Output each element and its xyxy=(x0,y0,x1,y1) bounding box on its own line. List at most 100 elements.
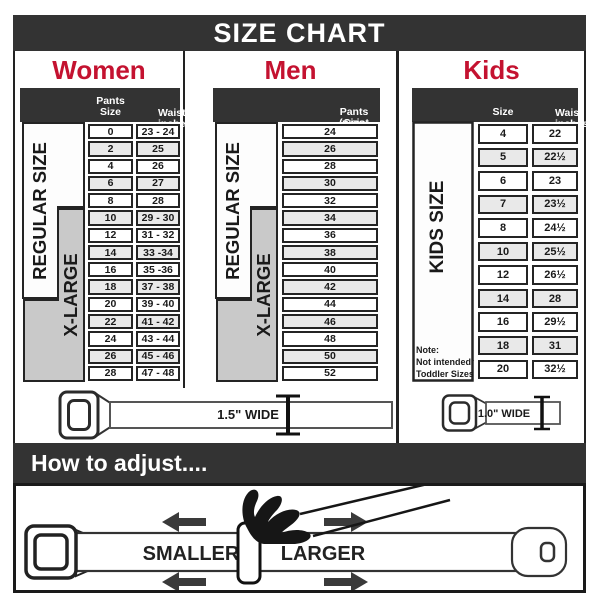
waist-cell: 33 -34 xyxy=(136,244,180,261)
section-heading-kids: Kids xyxy=(463,55,520,85)
size-cell: 14 xyxy=(478,288,528,309)
size-cell: 36 xyxy=(282,227,378,243)
table-row: 16 29½ xyxy=(478,312,578,332)
size-cell: 8 xyxy=(478,218,528,238)
table-row: 50 xyxy=(282,348,378,364)
adjustment-diagram-box: SMALLER LARGER xyxy=(13,483,586,593)
men-xlarge-label: X-LARGE xyxy=(253,253,274,336)
waist-cell: 23½ xyxy=(532,194,578,215)
size-cell: 34 xyxy=(282,210,378,226)
kids-table-header: Size Waist inches xyxy=(412,88,588,130)
size-cell: 32 xyxy=(282,193,378,209)
men-col-label: Pants Size (waist inches) xyxy=(336,106,373,140)
hand-icon xyxy=(242,489,311,544)
waist-cell: 23 - 24 xyxy=(136,124,180,140)
size-cell: 0 xyxy=(88,124,133,140)
waist-cell: 24½ xyxy=(532,218,578,238)
waist-cell: 22½ xyxy=(532,147,578,168)
size-cell: 6 xyxy=(88,175,133,192)
size-cell: 16 xyxy=(478,312,528,332)
waist-cell: 28 xyxy=(532,288,578,309)
width-measure-mark xyxy=(276,394,300,436)
arrow-left-icon xyxy=(162,512,206,532)
size-cell: 26 xyxy=(282,141,378,157)
waist-cell: 29 - 30 xyxy=(136,210,180,226)
divider-men-kids xyxy=(396,51,399,443)
waist-cell: 28 xyxy=(136,193,180,209)
men-rows: 24 26 28 30 32 34 36 38 40 42 44 46 48 50 52 xyxy=(282,124,378,383)
width-measure-mark xyxy=(534,395,550,431)
size-cell: 38 xyxy=(282,244,378,261)
table-row: 28 xyxy=(282,158,378,174)
table-row: 26 45 - 46 xyxy=(88,348,180,364)
kids-note-line3: Toddler Sizes (T) xyxy=(416,369,474,379)
waist-cell: 32½ xyxy=(532,359,578,379)
waist-cell: 22 xyxy=(532,124,578,144)
size-cell: 20 xyxy=(88,296,133,312)
women-regular-size-label: REGULAR SIZE xyxy=(29,142,50,280)
waist-cell: 27 xyxy=(136,175,180,192)
table-row: 16 35 -36 xyxy=(88,262,180,278)
table-row: 32 xyxy=(282,193,378,209)
kids-col-waist-label: Waist inches xyxy=(555,107,588,130)
strap xyxy=(109,401,393,429)
waist-cell: 39 - 40 xyxy=(136,296,180,312)
women-col-size-label: Pants Size xyxy=(96,95,125,118)
size-cell: 22 xyxy=(88,313,133,330)
size-cell: 16 xyxy=(88,262,133,278)
kids-note-line1: Note: xyxy=(416,345,439,355)
seatbelt-buckle-icon xyxy=(24,524,78,580)
size-cell: 24 xyxy=(88,331,133,347)
table-row: 30 xyxy=(282,175,378,192)
women-col-waist-label: Waist inches xyxy=(158,107,191,130)
men-xlarge-box xyxy=(216,208,278,382)
table-row: 48 xyxy=(282,331,378,347)
table-row: 36 xyxy=(282,227,378,243)
larger-arrows xyxy=(324,512,368,590)
waist-cell: 23 xyxy=(532,171,578,191)
waist-cell: 41 - 42 xyxy=(136,313,180,330)
table-row: 18 37 - 38 xyxy=(88,279,180,295)
table-row: 18 31 xyxy=(478,335,578,356)
size-cell: 7 xyxy=(478,194,528,215)
table-row: 52 xyxy=(282,365,378,382)
waist-cell: 31 - 32 xyxy=(136,227,180,243)
table-row: 24 xyxy=(282,124,378,140)
seatbelt-buckle-icon xyxy=(58,390,100,440)
kids-size-label-box: KIDS SIZE Note: Not intended for Toddler… xyxy=(412,121,474,382)
size-cell: 42 xyxy=(282,279,378,295)
women-regular-size-box xyxy=(22,122,85,299)
table-row: 10 25½ xyxy=(478,241,578,262)
table-row: 28 47 - 48 xyxy=(88,365,180,382)
size-cell: 48 xyxy=(282,331,378,347)
size-cell: 26 xyxy=(88,348,133,364)
table-row: 6 23 xyxy=(478,171,578,191)
arm-outline xyxy=(299,486,451,538)
waist-cell: 35 -36 xyxy=(136,262,180,278)
section-heading-men: Men xyxy=(264,55,317,85)
kids-note-line2: Not intended for xyxy=(416,357,474,367)
table-row: 5 22½ xyxy=(478,147,578,168)
size-cell: 50 xyxy=(282,348,378,364)
size-cell: 12 xyxy=(478,265,528,285)
table-row: 14 28 xyxy=(478,288,578,309)
size-cell: 24 xyxy=(282,124,378,140)
size-cell: 10 xyxy=(88,210,133,226)
table-row: 6 27 xyxy=(88,175,180,192)
frame-right-border xyxy=(584,51,586,443)
title-bar: SIZE CHART xyxy=(13,15,586,51)
women-rows: 0 23 - 24 2 25 4 26 6 27 8 28 10 29 - 30 12 31 - 32 14… xyxy=(88,124,180,383)
table-row: 46 xyxy=(282,313,378,330)
waist-cell: 43 - 44 xyxy=(136,331,180,347)
size-cell: 5 xyxy=(478,147,528,168)
size-cell: 18 xyxy=(88,279,133,295)
size-cell: 4 xyxy=(478,124,528,144)
page-title: SIZE CHART xyxy=(213,17,386,48)
kids-col-size-label: Size xyxy=(492,106,514,118)
arrow-left-icon xyxy=(162,572,206,590)
size-cell: 10 xyxy=(478,241,528,262)
table-row: 26 xyxy=(282,141,378,157)
waist-cell: 26 xyxy=(136,158,180,174)
table-row: 44 xyxy=(282,296,378,312)
